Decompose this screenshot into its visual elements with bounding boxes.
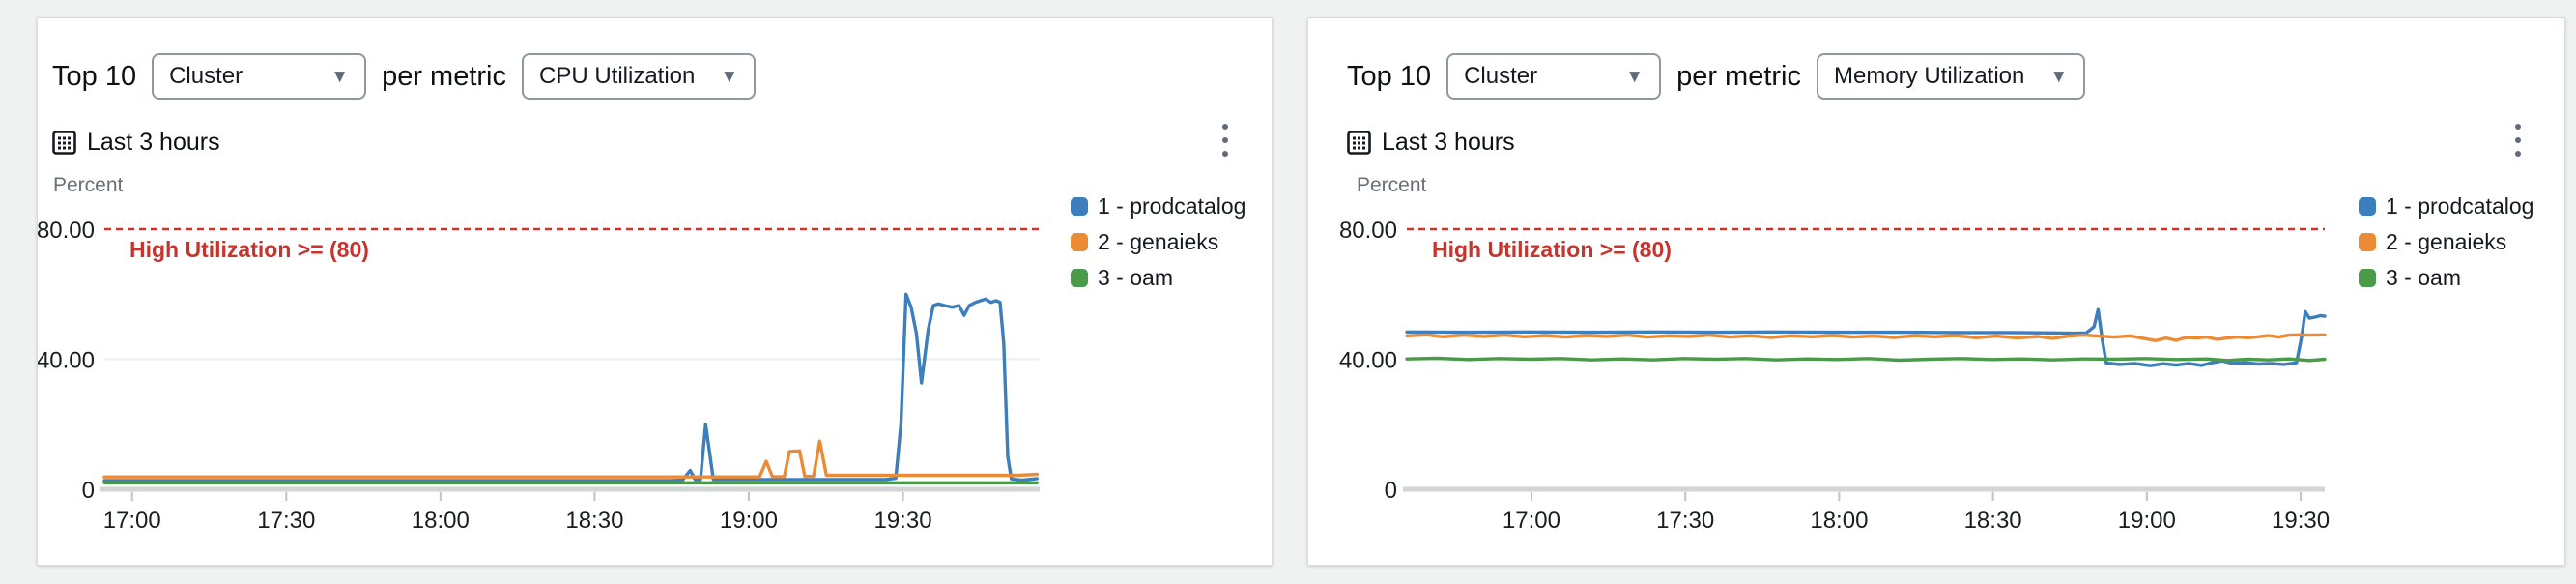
legend-label: 2 - genaieks bbox=[1098, 229, 1219, 254]
caret-down-icon: ▼ bbox=[330, 66, 350, 87]
time-range-row: Last 3 hours bbox=[1347, 129, 1515, 157]
dimension-select-value: Cluster bbox=[1464, 63, 1538, 89]
legend-label: 3 - oam bbox=[1098, 265, 1173, 290]
x-axis-tick-label: 18:00 bbox=[1810, 508, 1868, 534]
cpu-utilization-panel: Top 10 Cluster ▼ per metric CPU Utilizat… bbox=[37, 17, 1273, 566]
per-metric-label: per metric bbox=[1676, 60, 1801, 92]
widget-title-row: Top 10 Cluster ▼ per metric CPU Utilizat… bbox=[52, 53, 757, 100]
y-axis-tick-label: 0 bbox=[82, 478, 95, 504]
x-axis-tick-label: 18:30 bbox=[1964, 508, 2022, 534]
widget-menu-button[interactable] bbox=[1204, 111, 1246, 169]
dashboard-widgets-row: Top 10 Cluster ▼ per metric CPU Utilizat… bbox=[37, 17, 2565, 566]
x-axis-tick-label: 18:30 bbox=[565, 508, 623, 534]
legend-swatch bbox=[2359, 196, 2376, 216]
metric-select[interactable]: CPU Utilization ▼ bbox=[522, 53, 757, 100]
y-axis-tick-label: 80.00 bbox=[38, 218, 95, 244]
series-line-1 - prodcatalog bbox=[102, 292, 1040, 482]
dimension-select-value: Cluster bbox=[169, 63, 243, 89]
y-axis-title: Percent bbox=[1357, 174, 1427, 196]
cpu-chart[interactable]: 80.00 40.00 0 17:00 17:30 18:00 18:30 19:00 19:3… bbox=[38, 202, 1272, 562]
x-axis-tick-label: 17:30 bbox=[257, 508, 315, 534]
x-axis-tick-label: 17:00 bbox=[103, 508, 161, 534]
caret-down-icon: ▼ bbox=[1625, 66, 1645, 87]
top10-label: Top 10 bbox=[52, 60, 137, 92]
legend-swatch bbox=[2359, 232, 2376, 251]
memory-utilization-panel: Top 10 Cluster ▼ per metric Memory Utili… bbox=[1307, 17, 2565, 566]
x-axis-tick-label: 19:30 bbox=[2272, 508, 2330, 534]
threshold-label: High Utilization >= (80) bbox=[1432, 237, 1672, 262]
legend-table-icon bbox=[52, 131, 76, 155]
metric-select-value: Memory Utilization bbox=[1834, 63, 2025, 89]
chart-legend: 1 - prodcatalog 2 - genaieks 3 - oam bbox=[1071, 194, 1245, 289]
y-axis-tick-label: 40.00 bbox=[1339, 348, 1397, 374]
legend-swatch bbox=[1071, 232, 1088, 251]
x-axis-tick-label: 17:30 bbox=[1656, 508, 1714, 534]
series-line-2 - genaieks bbox=[102, 439, 1040, 479]
x-axis-tick-label: 19:30 bbox=[873, 508, 931, 534]
legend-item[interactable]: 3 - oam bbox=[2359, 266, 2533, 289]
caret-down-icon: ▼ bbox=[2049, 66, 2069, 87]
legend-label: 1 - prodcatalog bbox=[1098, 193, 1246, 219]
ellipsis-vertical-icon bbox=[1222, 124, 1228, 130]
dimension-select[interactable]: Cluster ▼ bbox=[1446, 53, 1662, 100]
legend-item[interactable]: 2 - genaieks bbox=[1071, 230, 1245, 253]
y-axis-tick-label: 80.00 bbox=[1339, 218, 1397, 244]
legend-swatch bbox=[1071, 196, 1088, 216]
metric-select[interactable]: Memory Utilization ▼ bbox=[1817, 53, 2086, 100]
legend-table-icon bbox=[1347, 131, 1371, 155]
legend-item[interactable]: 2 - genaieks bbox=[2359, 230, 2533, 253]
x-axis-tick-label: 17:00 bbox=[1503, 508, 1560, 534]
series-line-2 - genaieks bbox=[1405, 333, 2327, 343]
x-axis-tick-label: 19:00 bbox=[2118, 508, 2176, 534]
y-axis-tick-label: 40.00 bbox=[38, 348, 95, 374]
y-axis-tick-label: 0 bbox=[1385, 478, 1397, 504]
top10-label: Top 10 bbox=[1347, 60, 1432, 92]
series-line-1 - prodcatalog bbox=[1405, 307, 2327, 367]
legend-item[interactable]: 1 - prodcatalog bbox=[1071, 194, 1245, 218]
dimension-select[interactable]: Cluster ▼ bbox=[152, 53, 367, 100]
widget-title-row: Top 10 Cluster ▼ per metric Memory Utili… bbox=[1347, 53, 2086, 100]
series-line-3 - oam bbox=[1405, 356, 2327, 363]
x-axis-tick-label: 18:00 bbox=[412, 508, 470, 534]
legend-label: 1 - prodcatalog bbox=[2386, 193, 2534, 219]
widget-menu-button[interactable] bbox=[2497, 111, 2539, 169]
chart-legend: 1 - prodcatalog 2 - genaieks 3 - oam bbox=[2359, 194, 2533, 289]
time-range-label: Last 3 hours bbox=[87, 129, 220, 156]
per-metric-label: per metric bbox=[382, 60, 506, 92]
caret-down-icon: ▼ bbox=[720, 66, 739, 87]
x-axis-tick-label: 19:00 bbox=[720, 508, 778, 534]
time-range-row: Last 3 hours bbox=[52, 129, 220, 157]
legend-label: 3 - oam bbox=[2386, 265, 2461, 290]
y-axis-title: Percent bbox=[53, 174, 124, 196]
ellipsis-vertical-icon bbox=[2515, 124, 2521, 130]
memory-chart[interactable]: 80.00 40.00 0 17:00 17:30 18:00 18:30 19:00 19:3… bbox=[1308, 202, 2564, 562]
legend-swatch bbox=[1071, 268, 1088, 287]
legend-item[interactable]: 3 - oam bbox=[1071, 266, 1245, 289]
legend-swatch bbox=[2359, 268, 2376, 287]
legend-item[interactable]: 1 - prodcatalog bbox=[2359, 194, 2533, 218]
metric-select-value: CPU Utilization bbox=[539, 63, 696, 89]
threshold-label: High Utilization >= (80) bbox=[129, 237, 369, 262]
legend-label: 2 - genaieks bbox=[2386, 229, 2507, 254]
time-range-label: Last 3 hours bbox=[1382, 129, 1515, 156]
